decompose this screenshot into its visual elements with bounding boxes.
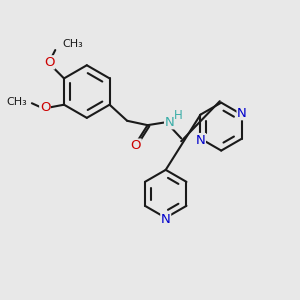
Text: O: O	[130, 139, 141, 152]
Text: O: O	[40, 101, 50, 114]
Text: N: N	[161, 213, 171, 226]
Text: CH₃: CH₃	[7, 97, 28, 107]
Text: N: N	[165, 116, 174, 129]
Text: N: N	[237, 107, 247, 120]
Text: O: O	[44, 56, 55, 69]
Text: H: H	[174, 109, 183, 122]
Text: N: N	[196, 134, 206, 147]
Text: CH₃: CH₃	[63, 39, 83, 49]
